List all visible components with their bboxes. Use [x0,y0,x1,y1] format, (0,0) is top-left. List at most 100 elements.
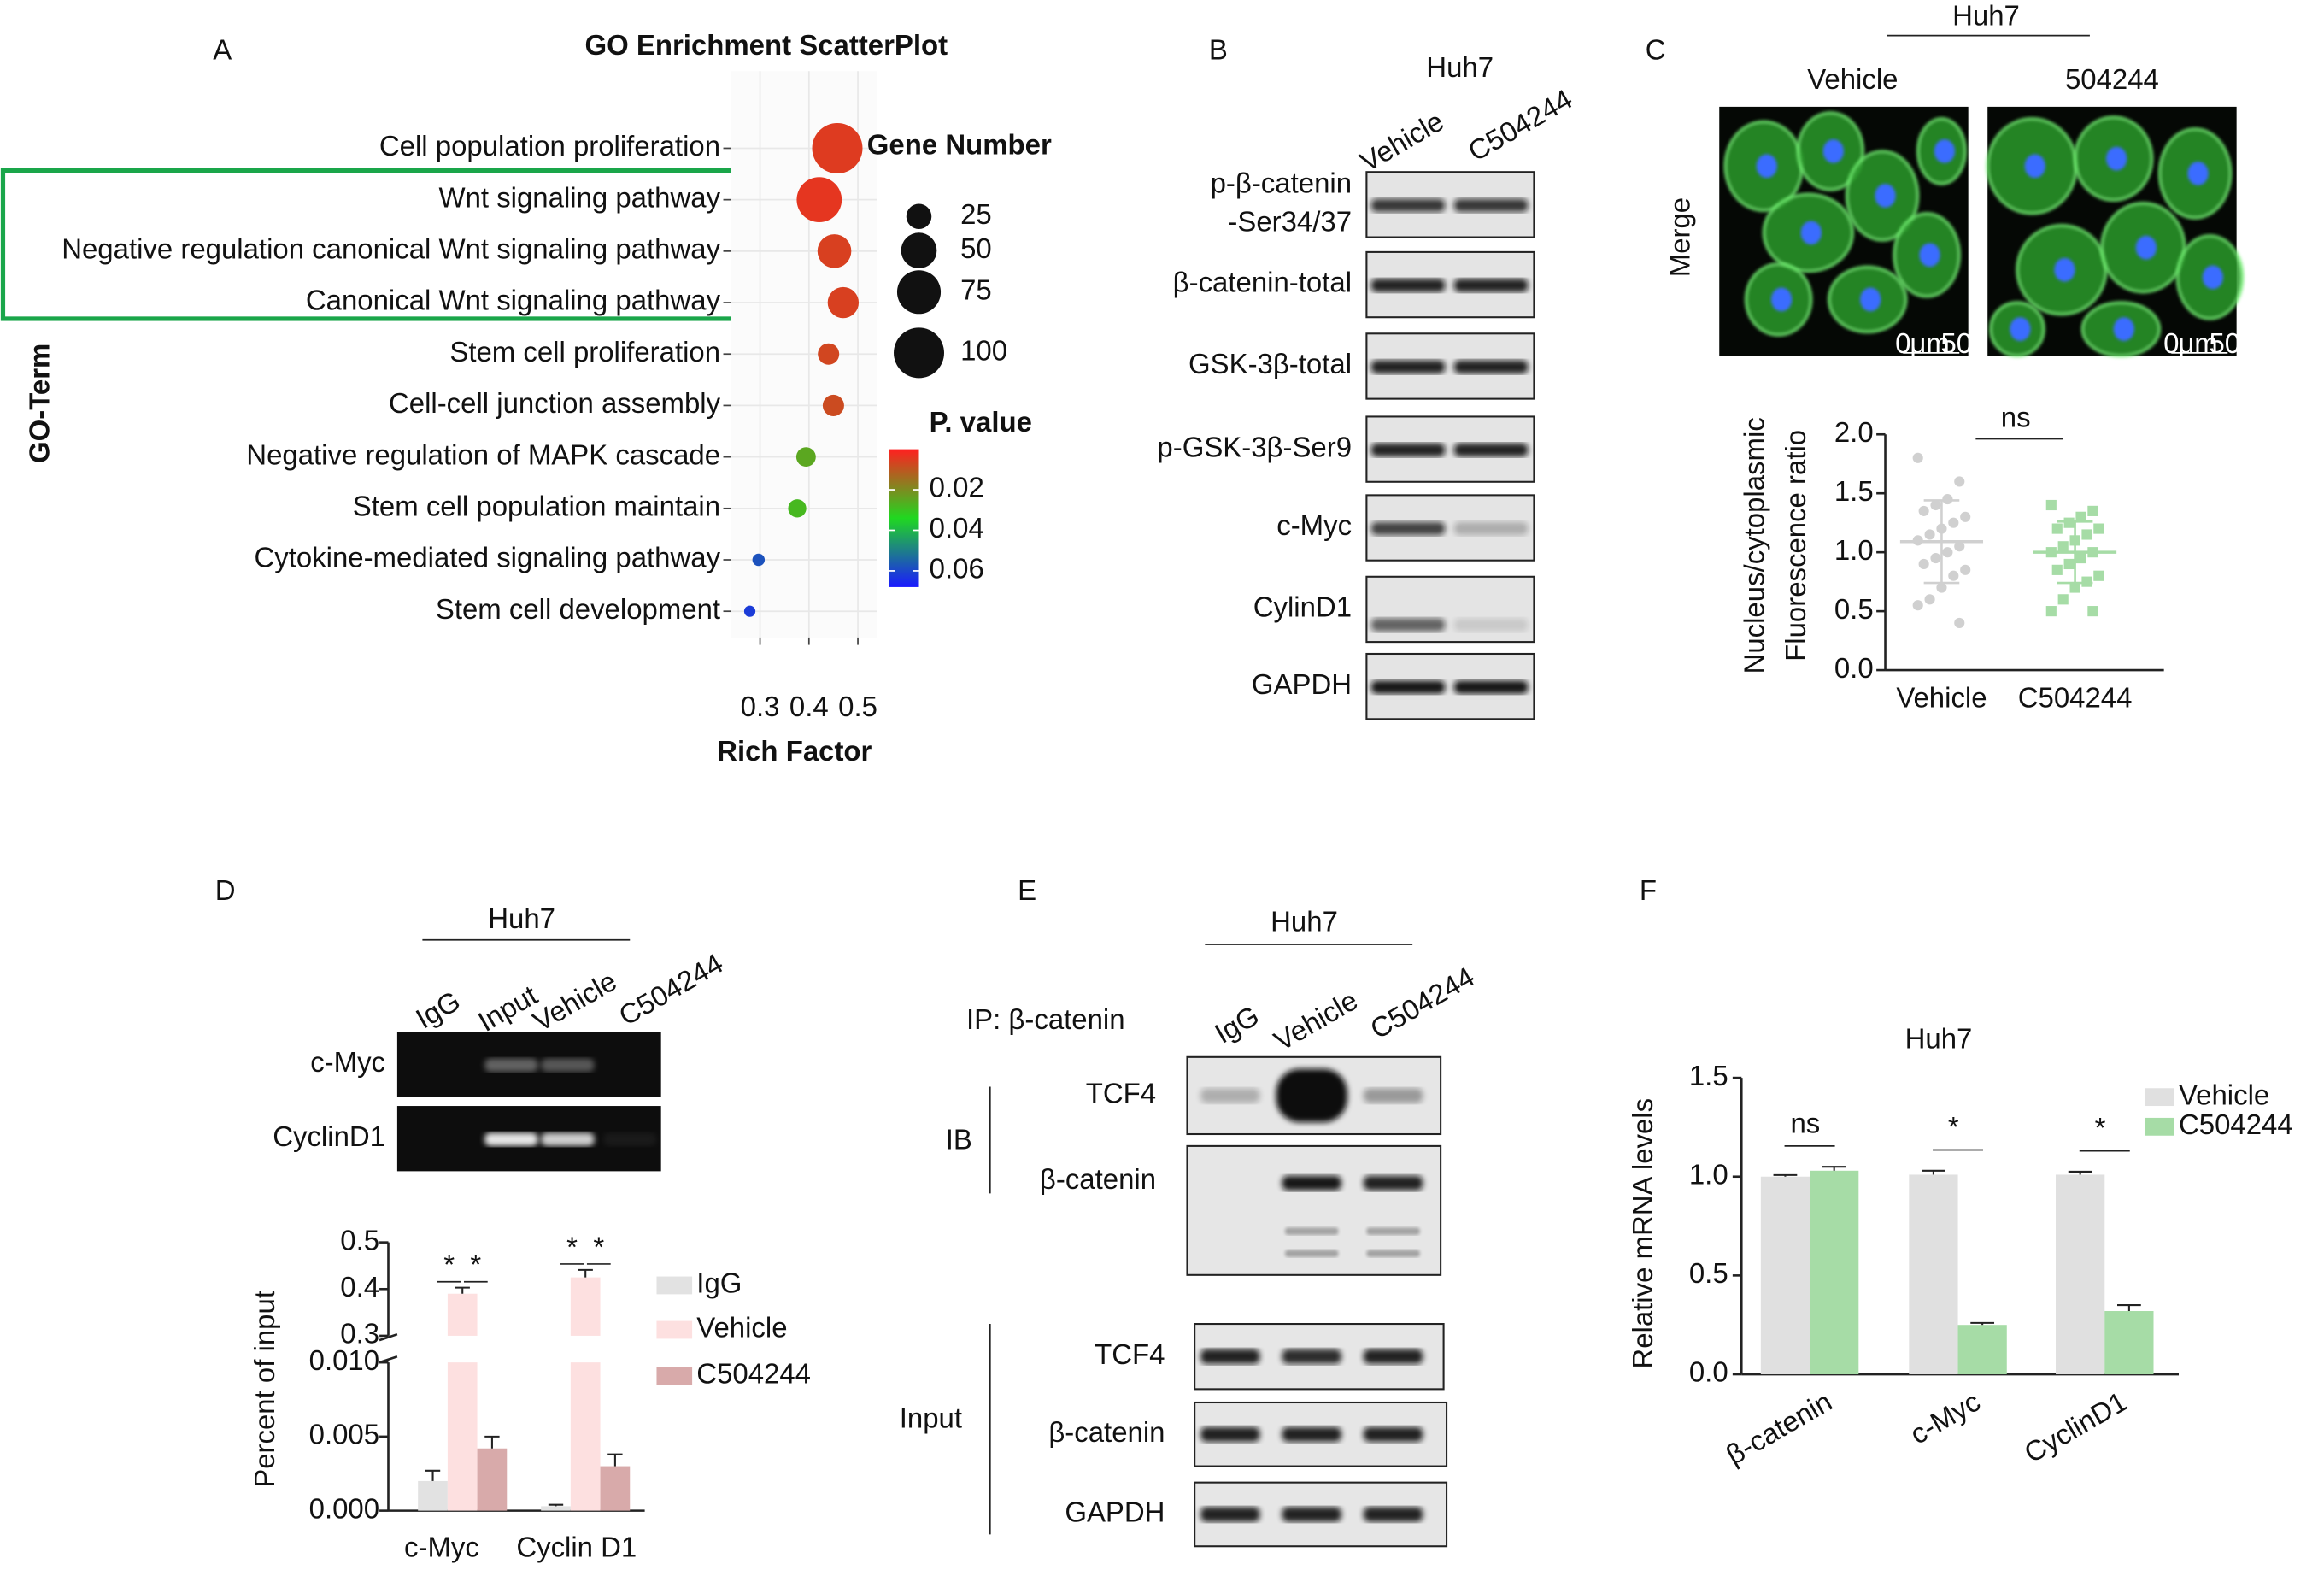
legend-swatch [656,1276,693,1295]
y-tick-label: Cell population proliferation [379,130,720,162]
y-axis-label: GO-Term [23,344,55,463]
blot-band [1453,198,1529,213]
x-tick-label: C504244 [2018,681,2133,713]
chart-title: Huh7 [1905,1022,1973,1054]
blot-band [1284,1227,1339,1235]
point [1930,499,1941,511]
legend-size [894,327,944,379]
point [1960,564,1971,575]
y-tick-label: 1.0 [1834,534,1874,566]
legend-label: IgG [696,1267,742,1299]
point [1936,582,1947,593]
row-label: GSK-3β-total [1188,348,1352,379]
x-tick-label: β-catenin [1721,1385,1837,1471]
scale-bar-label: 0 [2163,327,2179,359]
legend-label: 25 [960,198,992,230]
blot-band [1363,1507,1423,1522]
gel-band [541,1132,595,1146]
y-tick-label: 0.010 [309,1344,379,1376]
blot-band [1370,680,1446,694]
legend-size [906,203,932,230]
panel-label: A [213,33,232,65]
row-label: c-Myc [310,1046,385,1078]
y-tick-label: 2.0 [1834,416,1874,448]
bar [2056,1174,2105,1375]
nucleus [1770,287,1793,312]
significance: * [470,1249,481,1280]
y-axis-label: Fluorescence ratio [1780,430,1811,662]
y-axis-label: Percent of input [249,1291,280,1488]
point [2069,582,2080,593]
blot-band [1200,1088,1260,1103]
ip-label: IP: β-catenin [966,1003,1125,1035]
legend-title: P. value [930,406,1032,438]
point [795,447,816,467]
y-tick-label: Canonical Wnt signaling pathway [306,285,721,316]
row-label: Merge [1664,197,1696,277]
lane-label: Vehicle [1269,984,1363,1056]
panel-label: C [1646,33,1666,65]
y-tick-label: Cytokine-mediated signaling pathway [254,542,720,573]
x-axis-label: Rich Factor [717,735,872,767]
x-tick-label: CyclinD1 [2019,1385,2133,1469]
colorbar-label: 0.06 [930,553,984,585]
point [2093,523,2104,534]
bar [541,1506,571,1511]
point [2087,505,2098,516]
y-tick-label: Stem cell population maintain [353,491,720,522]
legend-swatch [656,1320,693,1339]
nucleus [1934,139,1956,163]
significance: * [1948,1111,1959,1143]
point [1942,547,1953,558]
lane-label: Vehicle [527,965,621,1038]
point [2063,517,2075,528]
y-tick-label: Stem cell proliferation [449,336,720,368]
row-label: β-catenin-total [1173,267,1352,298]
blot-band [1200,1349,1260,1364]
point [1954,617,1965,628]
row-label: GAPDH [1252,668,1352,700]
blot-band [1453,443,1529,457]
y-tick-label: Negative regulation of MAPK cascade [246,438,720,470]
blot-band [1370,618,1446,632]
y-tick-label: 1.5 [1689,1060,1728,1091]
point [1942,494,1953,505]
nucleus [1860,287,1881,312]
row-label: GAPDH [1065,1496,1165,1528]
blot-band [1282,1175,1341,1191]
point [1924,594,1935,605]
point [2075,552,2086,564]
blot-band [1363,1175,1423,1191]
point [818,343,840,365]
legend-label: 100 [960,335,1007,367]
blot-band [1363,1088,1423,1103]
lane-label: IgG [1209,999,1264,1050]
x-tick-label: c-Myc [404,1531,479,1562]
blot-band [1282,1507,1341,1522]
blot-band [1282,1426,1341,1442]
nucleus [1800,221,1822,245]
bar [2104,1311,2154,1375]
row-label: TCF4 [1095,1338,1165,1370]
significance: ns [2001,402,2031,433]
nucleus [2106,146,2127,171]
legend-title: Gene Number [867,128,1052,160]
column-label: Vehicle [1807,63,1898,95]
legend-label: C504244 [2179,1108,2293,1140]
y-tick-label: Stem cell development [436,593,720,625]
blot-band [1366,1227,1420,1235]
significance: * [593,1231,604,1262]
bar [447,1362,478,1511]
blot-band [1284,1250,1339,1257]
point [812,122,863,173]
panel-label: E [1018,874,1036,906]
bar [600,1466,631,1511]
legend-size [896,270,942,315]
chart-title: GO Enrichment ScatterPlot [585,29,948,61]
bar [418,1480,448,1511]
scale-bar-label: 50 [2209,327,2240,359]
nucleus [2202,265,2224,290]
blot-band [1363,1349,1423,1364]
point [2051,523,2063,534]
nucleus [2024,154,2045,179]
